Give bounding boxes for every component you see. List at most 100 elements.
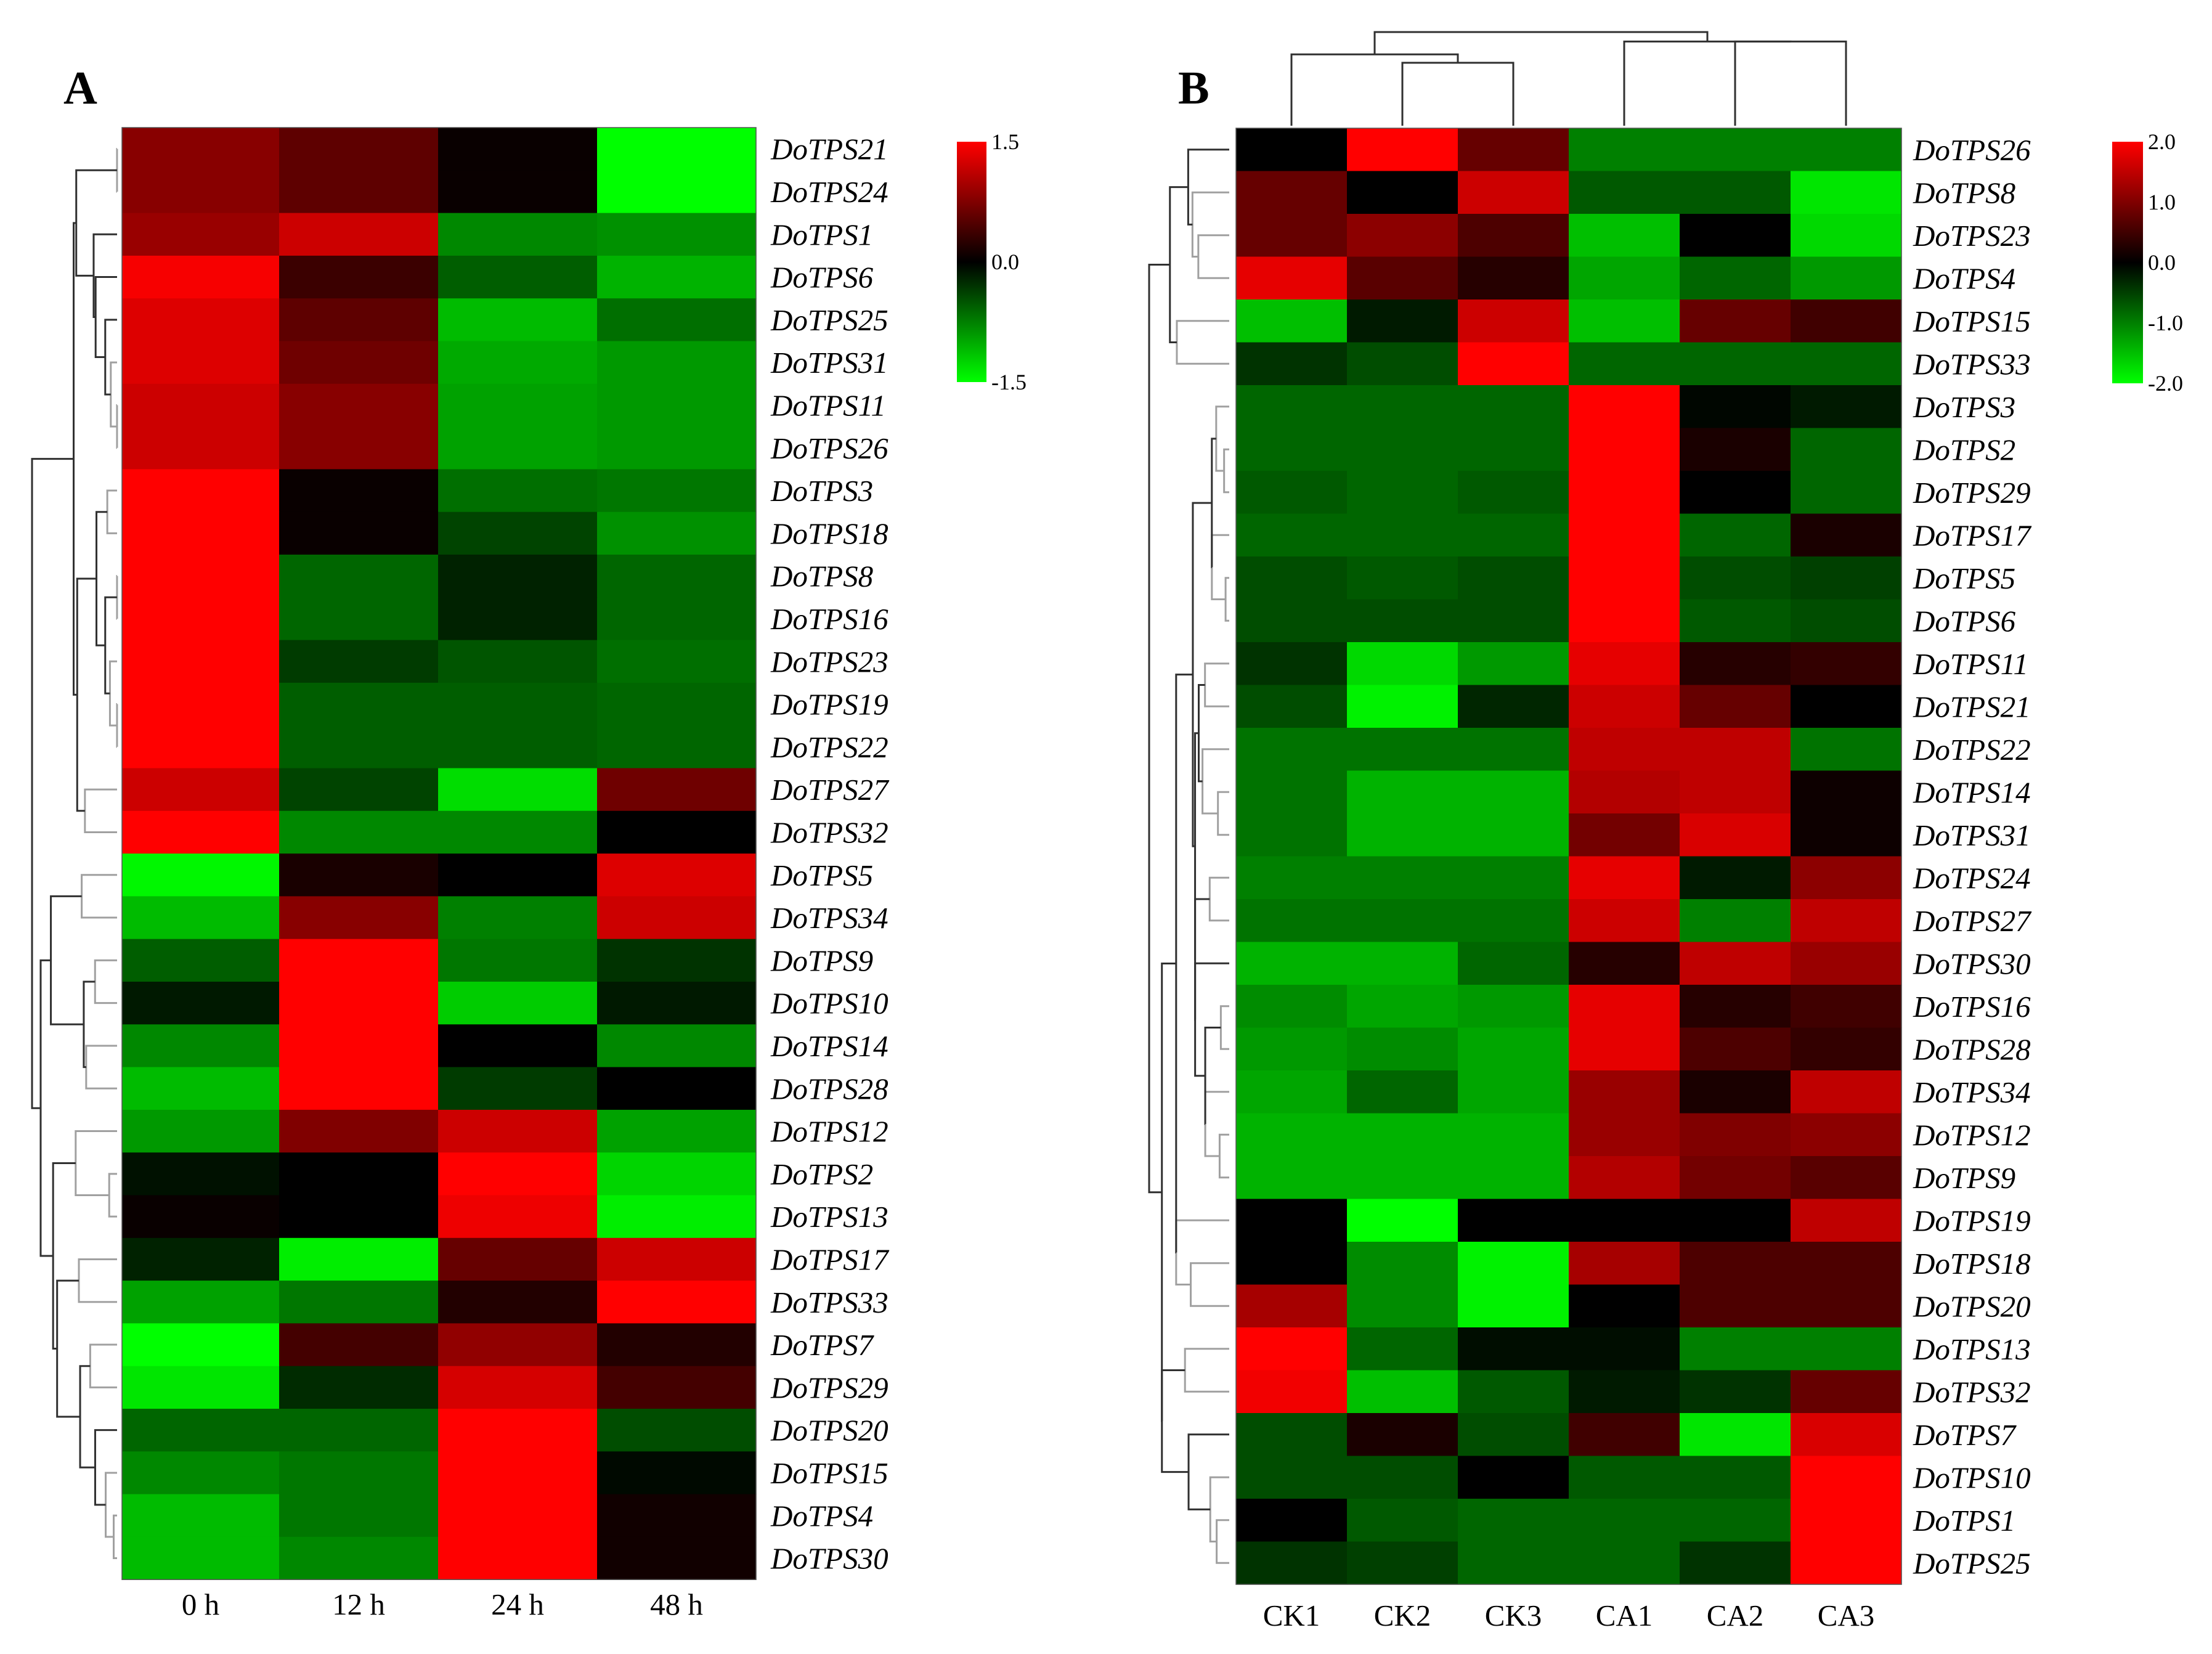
dendrogram-branch	[1187, 149, 1229, 226]
heatmap-a-cell	[597, 853, 757, 897]
heatmap-a-cell	[279, 255, 439, 299]
dendrogram-branch	[79, 1365, 96, 1469]
heatmap-a-cell	[438, 725, 598, 769]
heatmap-a-cell	[597, 725, 757, 769]
row-label: DoTPS20	[770, 1414, 888, 1448]
heatmap-b-cell	[1791, 685, 1902, 728]
row-label: DoTPS29	[770, 1371, 888, 1404]
heatmap-a-cell	[122, 896, 280, 940]
heatmap-b-cell	[1458, 1027, 1569, 1071]
heatmap-b-cell	[1569, 856, 1680, 900]
heatmap-b-cell	[1680, 985, 1791, 1029]
heatmap-a-cell	[597, 1536, 757, 1580]
row-label: DoTPS3	[1913, 390, 2015, 424]
heatmap-b-cell	[1347, 1370, 1458, 1414]
dendrogram-branch	[1223, 448, 1229, 494]
heatmap-b-cell	[1680, 1370, 1791, 1414]
row-label: DoTPS21	[770, 132, 888, 166]
heatmap-b-cell	[1236, 1284, 1348, 1328]
heatmap-b-cell	[1680, 1456, 1791, 1499]
heatmap-b-cell	[1680, 556, 1791, 600]
heatmap-b-cell	[1791, 1199, 1902, 1242]
heatmap-a-cell	[279, 1195, 439, 1239]
dendrogram-branch	[92, 233, 117, 319]
heatmap-b-cell	[1347, 214, 1458, 258]
heatmap-b-cell	[1236, 428, 1348, 471]
color-scale-label: 1.5	[991, 129, 1019, 154]
heatmap-a-cell	[122, 426, 280, 470]
heatmap-a-cell	[279, 426, 439, 470]
heatmap-a-cell	[597, 170, 757, 214]
heatmap-b-cell	[1458, 1541, 1569, 1585]
heatmap-a-cell	[597, 939, 757, 982]
row-label: DoTPS22	[770, 730, 888, 764]
heatmap-b-cell	[1791, 942, 1902, 985]
heatmap-b-cell	[1569, 1284, 1680, 1328]
heatmap-b-cell	[1347, 342, 1458, 386]
heatmap-b-cell	[1236, 899, 1348, 943]
row-label: DoTPS29	[1913, 476, 2031, 510]
heatmap-b-cell	[1458, 985, 1569, 1029]
heatmap-b-cell	[1791, 1156, 1902, 1200]
heatmap-b-cell	[1569, 214, 1680, 258]
dendrogram-branch	[1209, 1476, 1229, 1542]
heatmap-a-cell	[597, 469, 757, 513]
heatmap-b-cell	[1347, 770, 1458, 814]
heatmap-b-cell	[1347, 642, 1458, 686]
row-label: DoTPS32	[770, 815, 888, 849]
row-label: DoTPS33	[770, 1285, 888, 1319]
heatmap-b-cell	[1791, 428, 1902, 471]
heatmap-a-cell	[279, 1152, 439, 1196]
heatmap-b-cell	[1236, 1456, 1348, 1499]
heatmap-b-cell	[1347, 813, 1458, 857]
heatmap-b-cell	[1791, 642, 1902, 686]
heatmap-b-cell	[1791, 985, 1902, 1029]
heatmap-a-cell	[122, 725, 280, 769]
column-dendrogram-branch	[1401, 62, 1515, 126]
heatmap-a-cell	[597, 213, 757, 256]
heatmap-b-cell	[1680, 942, 1791, 985]
heatmap-a-cell	[279, 725, 439, 769]
heatmap-b-cell	[1236, 1327, 1348, 1371]
column-label: 12 h	[332, 1587, 385, 1621]
heatmap-a-cell	[597, 1323, 757, 1367]
heatmap-b-cell	[1680, 171, 1791, 214]
heatmap-a-cell	[438, 1152, 598, 1196]
heatmap-a-cell	[122, 1409, 280, 1452]
heatmap-a-cell	[122, 853, 280, 897]
dendrogram-branch	[105, 1472, 117, 1538]
heatmap-b-cell	[1569, 513, 1680, 557]
row-label: DoTPS27	[1913, 904, 2032, 938]
heatmap-a-cell	[597, 1195, 757, 1239]
heatmap-a-cell	[438, 1024, 598, 1068]
heatmap-a-cell	[597, 1366, 757, 1409]
heatmap-b-cell	[1236, 1370, 1348, 1414]
dendrogram-branch	[56, 1279, 81, 1418]
heatmap-b-cell	[1791, 1413, 1902, 1457]
heatmap-b-cell	[1569, 770, 1680, 814]
row-label: DoTPS34	[1913, 1075, 2031, 1109]
heatmap-b-cell	[1236, 942, 1348, 985]
row-label: DoTPS11	[1913, 647, 2028, 681]
heatmap-b-cell	[1458, 299, 1569, 343]
dendrogram-branch	[94, 959, 117, 1004]
row-label: DoTPS26	[1913, 133, 2031, 167]
heatmap-b-cell	[1236, 1541, 1348, 1585]
heatmap-b-cell	[1236, 770, 1348, 814]
heatmap-b-cell	[1791, 599, 1902, 643]
heatmap-b-cell	[1347, 1070, 1458, 1114]
heatmap-a-cell	[438, 1109, 598, 1153]
dendrogram-branch	[50, 895, 84, 1025]
heatmap-a-cell	[438, 939, 598, 982]
heatmap-b-cell	[1569, 1541, 1680, 1585]
heatmap-a-cell	[438, 1536, 598, 1580]
dendrogram-branch	[1191, 191, 1229, 258]
dendrogram-branch	[1190, 1262, 1229, 1307]
row-label: DoTPS33	[1913, 347, 2031, 381]
dendrogram-branch	[1197, 234, 1229, 279]
color-scale-label: -1.5	[991, 370, 1027, 394]
dendrogram-branch	[81, 874, 117, 919]
heatmap-b-cell	[1347, 942, 1458, 985]
heatmap-a-cell	[438, 555, 598, 598]
dendrogram-branch	[108, 660, 117, 727]
